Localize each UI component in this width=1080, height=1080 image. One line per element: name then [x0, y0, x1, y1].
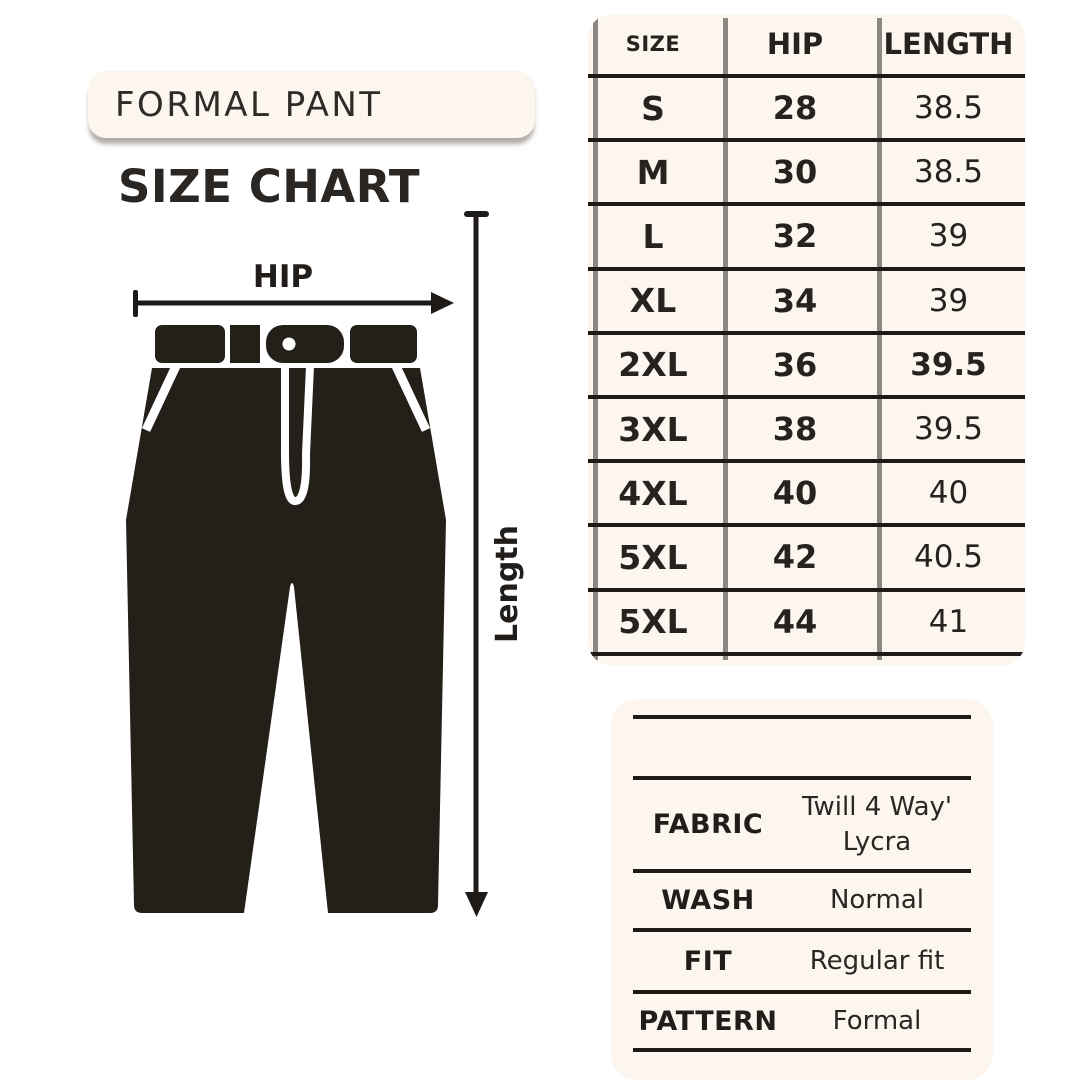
fly-seam — [281, 365, 314, 505]
length-cell: 38.5 — [913, 90, 984, 127]
details-label: FABRIC — [652, 809, 764, 840]
product-badge-label: FORMAL PANT — [115, 84, 383, 125]
hip-cell: 28 — [772, 89, 818, 128]
col-header-hip: HIP — [766, 27, 824, 61]
details-spacer-row — [633, 719, 971, 780]
hip-cell: 36 — [772, 345, 818, 384]
size-table-rows: S 28 38.5 M 30 38.5 L 32 39 XL 34 39 2XL… — [588, 78, 1025, 656]
length-cell: 40 — [928, 475, 969, 512]
details-value: Regular fit — [809, 945, 945, 976]
details-value: Twill 4 Way' Lycra — [801, 792, 953, 857]
length-cell: 41 — [928, 603, 969, 640]
table-divider-col2 — [877, 18, 882, 660]
hip-measure-label: HIP — [252, 259, 314, 295]
details-value: Formal — [832, 1005, 922, 1036]
length-cell: 39.5 — [910, 346, 987, 383]
table-row: 5XL 44 41 — [588, 592, 1025, 656]
belt-buckle-pin-hole — [282, 337, 296, 351]
size-table: SIZE HIP LENGTH S 28 38.5 M 30 38.5 L 32… — [588, 14, 1025, 666]
table-row: S 28 38.5 — [588, 78, 1025, 143]
belt-right-segment — [350, 325, 417, 363]
hip-cell: 42 — [772, 538, 818, 577]
size-cell: 4XL — [618, 473, 688, 513]
page-title: SIZE CHART — [118, 160, 421, 213]
table-row: 2XL 36 39.5 — [588, 335, 1025, 399]
table-row: XL 34 39 — [588, 271, 1025, 335]
length-cell: 39 — [928, 218, 969, 255]
belt-buckle — [266, 325, 344, 363]
col-header-size: SIZE — [625, 32, 681, 56]
table-divider-col1 — [723, 18, 728, 660]
table-row: L 32 39 — [588, 206, 1025, 271]
product-badge: FORMAL PANT — [88, 71, 535, 138]
size-cell: 2XL — [618, 345, 688, 385]
legs-gap — [244, 583, 328, 913]
details-row: FIT Regular fit — [633, 932, 971, 994]
hip-arrow — [133, 290, 454, 317]
hip-cell: 38 — [772, 410, 818, 449]
size-cell: L — [642, 216, 664, 256]
pants-silhouette-icon — [126, 325, 446, 913]
details-label: FIT — [683, 945, 733, 977]
size-cell: S — [641, 88, 665, 128]
hip-cell: 32 — [772, 217, 818, 256]
details-row: FABRIC Twill 4 Way' Lycra — [633, 780, 971, 873]
product-details-rows: FABRIC Twill 4 Way' Lycra WASH Normal FI… — [633, 715, 971, 1052]
hip-cell: 44 — [772, 602, 818, 641]
size-cell: 3XL — [618, 409, 688, 449]
hip-cell: 34 — [772, 281, 818, 320]
length-arrow — [464, 211, 489, 917]
belt-left-segment — [155, 325, 225, 363]
length-cell: 39 — [928, 282, 969, 319]
table-row: 5XL 42 40.5 — [588, 527, 1025, 592]
table-row: M 30 38.5 — [588, 142, 1025, 207]
pocket-slit-right — [391, 364, 431, 432]
length-cell: 39.5 — [913, 411, 984, 448]
length-cell: 38.5 — [913, 154, 984, 191]
details-row: PATTERN Formal — [633, 994, 971, 1052]
size-cell: XL — [629, 281, 677, 321]
size-cell: 5XL — [618, 602, 688, 642]
details-row: WASH Normal — [633, 873, 971, 932]
table-row: 4XL 40 40 — [588, 463, 1025, 528]
details-label: WASH — [661, 885, 755, 916]
size-cell: 5XL — [618, 537, 688, 577]
product-details-table: FABRIC Twill 4 Way' Lycra WASH Normal FI… — [611, 699, 993, 1080]
col-header-length: LENGTH — [883, 27, 1014, 61]
hip-cell: 30 — [772, 153, 818, 192]
table-row: 3XL 38 39.5 — [588, 399, 1025, 464]
details-label: PATTERN — [638, 1005, 778, 1037]
pants-measurement-diagram — [126, 211, 489, 917]
length-cell: 40.5 — [913, 539, 984, 576]
size-table-header-row: SIZE HIP LENGTH — [588, 14, 1025, 78]
table-divider-left — [593, 18, 598, 660]
details-value: Normal — [829, 885, 925, 916]
size-cell: M — [636, 152, 670, 192]
pocket-slit-left — [141, 364, 181, 432]
belt-mid-segment — [230, 325, 260, 363]
hip-cell: 40 — [772, 474, 818, 513]
